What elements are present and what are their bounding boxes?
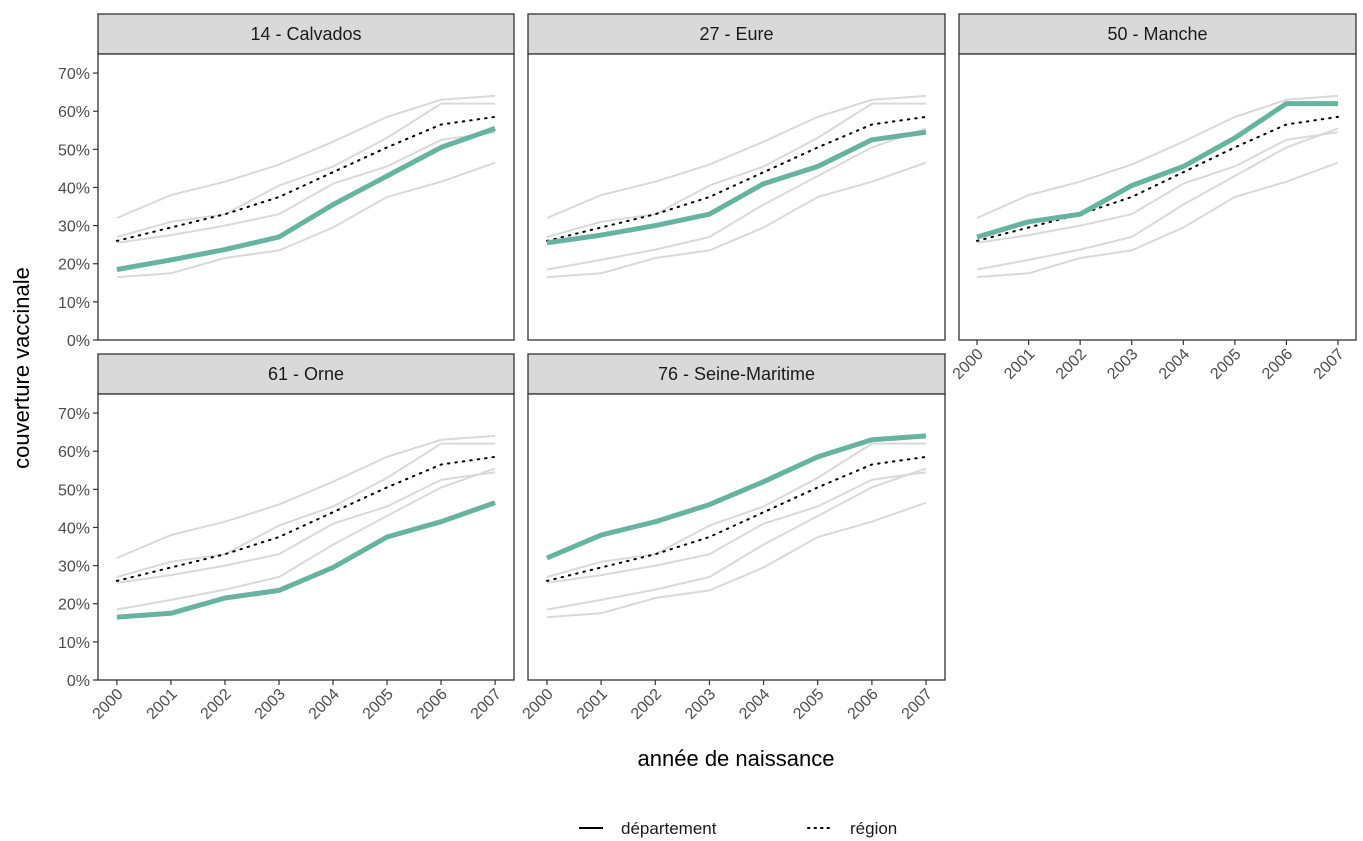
department-line-14-calvados <box>116 126 496 272</box>
strip-76-seine-maritime <box>527 353 946 395</box>
background-line-50-manche <box>546 102 926 238</box>
legend: département région <box>579 819 897 838</box>
panel-border <box>527 393 946 681</box>
y-tick-label: 0% <box>67 673 90 690</box>
y-tick-label: 70% <box>58 66 90 83</box>
x-tick-label: 2007 <box>899 686 936 723</box>
strip-title: 61 - Orne <box>268 364 344 384</box>
x-tick-label: 2003 <box>1104 346 1141 383</box>
legend-label-departement: département <box>621 819 717 838</box>
panel-27-eure: 27 - Eure <box>527 13 946 341</box>
x-tick-label: 2002 <box>1053 346 1090 383</box>
x-tick-label: 2004 <box>1156 346 1193 383</box>
y-tick-label: 30% <box>58 219 90 236</box>
y-tick-label: 30% <box>58 559 90 576</box>
background-line-76-seine-maritime <box>116 434 496 559</box>
y-tick-label: 40% <box>58 180 90 197</box>
background-line-14-calvados <box>546 127 927 271</box>
department-line-61-orne <box>116 500 496 620</box>
x-tick-label: 2001 <box>144 686 181 723</box>
y-tick-label: 40% <box>58 520 90 537</box>
x-tick-label: 2003 <box>682 686 719 723</box>
y-tick-label: 20% <box>58 597 90 614</box>
x-tick-label: 2004 <box>736 686 773 723</box>
x-tick-label: 2003 <box>252 686 289 723</box>
background-line-61-orne <box>546 501 927 619</box>
panel-14-calvados: 14 - Calvados 0% 10% 20% 30% 40% 50% 60% 70% <box>58 13 515 350</box>
background-line-76-seine-maritime <box>546 94 927 219</box>
background-line-50-manche <box>546 442 926 578</box>
x-tick-label: 2006 <box>414 686 451 723</box>
y-tick-label: 70% <box>58 406 90 423</box>
department-line-76-seine-maritime <box>546 433 927 561</box>
strip-title: 27 - Eure <box>699 24 773 44</box>
strip-14-calvados <box>97 13 515 55</box>
y-axis-title: couverture vaccinale <box>9 267 34 469</box>
department-line-50-manche <box>976 101 1338 240</box>
x-tick-label: 2001 <box>1001 346 1038 383</box>
panel-61-orne: 61 - Orne 0% 10% 20% 30% 40% 50% 60% 70% 2000 2001… <box>58 353 515 723</box>
x-tick-label: 2000 <box>950 346 987 383</box>
panels-layer: 14 - Calvados 0% 10% 20% 30% 40% 50% 60% 70% 27 -… <box>58 13 1357 723</box>
y-tick-label: 10% <box>58 295 90 312</box>
background-line-14-calvados <box>546 467 927 611</box>
panel-background <box>959 54 1356 340</box>
x-tick-label: 2005 <box>1207 346 1244 383</box>
region-line <box>976 115 1339 242</box>
strip-title: 50 - Manche <box>1107 24 1207 44</box>
panel-76-seine-maritime: 76 - Seine-Maritime 2000 2001 2002 2003 2004 2… <box>520 353 946 723</box>
x-tick-label: 2006 <box>845 686 882 723</box>
panel-border <box>97 393 515 681</box>
panel-50-manche: 50 - Manche 2000 2001 2002 2003 2004 2005 2006 2… <box>950 13 1357 383</box>
x-tick-label: 2004 <box>306 686 343 723</box>
strip-title: 14 - Calvados <box>250 24 361 44</box>
background-line-27-eure <box>116 131 496 244</box>
strip-title: 76 - Seine-Maritime <box>658 364 815 384</box>
x-tick-label: 2006 <box>1259 346 1296 383</box>
x-tick-label: 2005 <box>790 686 827 723</box>
legend-label-region: région <box>850 819 897 838</box>
background-line-61-orne <box>976 161 1339 279</box>
y-tick-label: 0% <box>67 333 90 350</box>
x-tick-label: 2001 <box>574 686 611 723</box>
x-tick-label: 2002 <box>628 686 665 723</box>
x-tick-label: 2007 <box>468 686 505 723</box>
y-tick-label: 50% <box>58 142 90 159</box>
background-line-27-eure <box>546 471 927 584</box>
y-tick-label: 20% <box>58 257 90 274</box>
department-line-27-eure <box>546 129 927 246</box>
background-line-27-eure <box>116 471 496 584</box>
x-tick-label: 2007 <box>1311 346 1348 383</box>
x-tick-label: 2005 <box>360 686 397 723</box>
background-line-61-orne <box>546 161 927 279</box>
background-line-27-eure <box>976 131 1339 244</box>
x-axis-title: année de naissance <box>638 746 835 771</box>
background-line-61-orne <box>116 161 496 279</box>
panel-border <box>97 53 515 341</box>
x-tick-label: 2002 <box>198 686 235 723</box>
y-tick-label: 10% <box>58 635 90 652</box>
y-tick-label: 50% <box>58 482 90 499</box>
x-tick-label: 2000 <box>520 686 557 723</box>
background-line-50-manche <box>116 442 496 578</box>
y-tick-label: 60% <box>58 444 90 461</box>
background-line-76-seine-maritime <box>116 94 496 219</box>
x-tick-label: 2000 <box>90 686 127 723</box>
background-line-76-seine-maritime <box>976 94 1339 219</box>
background-line-50-manche <box>116 102 496 238</box>
panel-background <box>98 394 514 680</box>
background-line-14-calvados <box>116 467 496 611</box>
background-line-14-calvados <box>976 127 1339 271</box>
y-tick-label: 60% <box>58 104 90 121</box>
panel-background <box>98 54 514 340</box>
panel-border <box>958 53 1357 341</box>
panel-border <box>527 53 946 341</box>
